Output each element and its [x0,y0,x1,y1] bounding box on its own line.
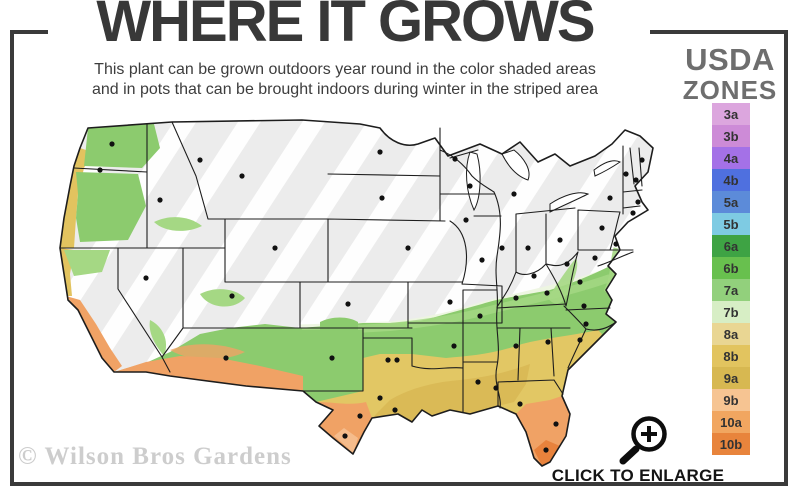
zone-swatch-3a: 3a [712,103,750,125]
city-dot [377,395,383,401]
city-dot [564,261,570,267]
zone-swatch-5a: 5a [712,191,750,213]
city-dot [577,279,583,285]
city-dot [513,295,519,301]
zone-swatch-9b: 9b [712,389,750,411]
city-dot [599,225,605,231]
zone-list: 3a 3b 4a 4b 5a 5b 6a 6b 7a 7b 8a 8b 9a 9b 10a 10b [712,103,750,455]
zone-swatch-8a: 8a [712,323,750,345]
city-dot [633,177,639,183]
city-dot [477,313,483,319]
city-dots [97,141,645,453]
zone-swatch-7a: 7a [712,279,750,301]
city-dot [109,141,115,147]
enlarge-button[interactable]: CLICK TO ENLARGE [540,412,736,488]
city-dot [394,357,400,363]
city-dot [239,173,245,179]
zone-swatch-3b: 3b [712,125,750,147]
zone-swatch-6b: 6b [712,257,750,279]
city-dot [357,413,363,419]
subtitle-line-2: and in pots that can be brought indoors … [91,80,599,98]
city-dot [97,167,103,173]
zone-swatch-10a: 10a [712,411,750,433]
city-dot [345,301,351,307]
city-dot [623,171,629,177]
city-dot [143,275,149,281]
city-dot [513,343,519,349]
city-dot [463,217,469,223]
city-dot [553,421,559,427]
frame-top-right [650,30,788,34]
us-outline [59,119,654,467]
frame-top-left [10,30,48,34]
city-dot [525,245,531,251]
watermark: © Wilson Bros Gardens [18,443,292,470]
city-dot [475,379,481,385]
city-dot [447,299,453,305]
city-dot [613,241,619,247]
city-dot [583,321,589,327]
city-dot [581,303,587,309]
subtitle-line-1: This plant can be grown outdoors year ro… [94,61,596,78]
city-dot [379,195,385,201]
city-dot [392,407,398,413]
city-dot [377,149,383,155]
city-dot [223,355,229,361]
frame-left [10,30,14,486]
zone-swatch-4b: 4b [712,169,750,191]
city-dot [607,195,613,201]
city-dot [545,339,551,345]
zone-swatch-8b: 8b [712,345,750,367]
city-dot [499,245,505,251]
zone-swatch-7b: 7b [712,301,750,323]
city-dot [531,273,537,279]
frame-bottom [10,482,788,486]
us-map-svg [59,119,654,467]
city-dot [544,290,550,296]
legend-title: USDA ZONES [672,44,788,103]
city-dot [229,293,235,299]
city-dot [197,157,203,163]
city-dot [557,237,563,243]
city-dot [467,183,473,189]
legend-title-zones: ZONES [682,75,778,105]
city-dot [517,401,523,407]
zone-swatch-4a: 4a [712,147,750,169]
us-zone-map [50,114,662,470]
city-dot [630,210,636,216]
city-dot [639,157,645,163]
city-dot [577,337,583,343]
city-dot [452,156,458,162]
city-dot [385,357,391,363]
city-dot [157,197,163,203]
city-dot [405,245,411,251]
city-dot [342,433,348,439]
zone-swatch-9a: 9a [712,367,750,389]
city-dot [543,447,549,453]
city-dot [479,257,485,263]
zone-swatch-5b: 5b [712,213,750,235]
frame-right [784,30,788,486]
city-dot [493,385,499,391]
city-dot [592,255,598,261]
city-dot [329,355,335,361]
great-lakes [466,149,621,213]
zone-swatch-10b: 10b [712,433,750,455]
city-dot [272,245,278,251]
page-subtitle: This plant can be grown outdoors year ro… [30,60,660,99]
legend-title-usda: USDA [685,42,775,77]
zone-swatch-6a: 6a [712,235,750,257]
state-borders [59,121,643,413]
city-dot [451,343,457,349]
page-title: WHERE IT GROWS [96,0,595,54]
magnifier-plus-icon [619,416,667,465]
city-dot [511,191,517,197]
city-dot [635,199,641,205]
enlarge-label: CLICK TO ENLARGE [551,466,725,485]
